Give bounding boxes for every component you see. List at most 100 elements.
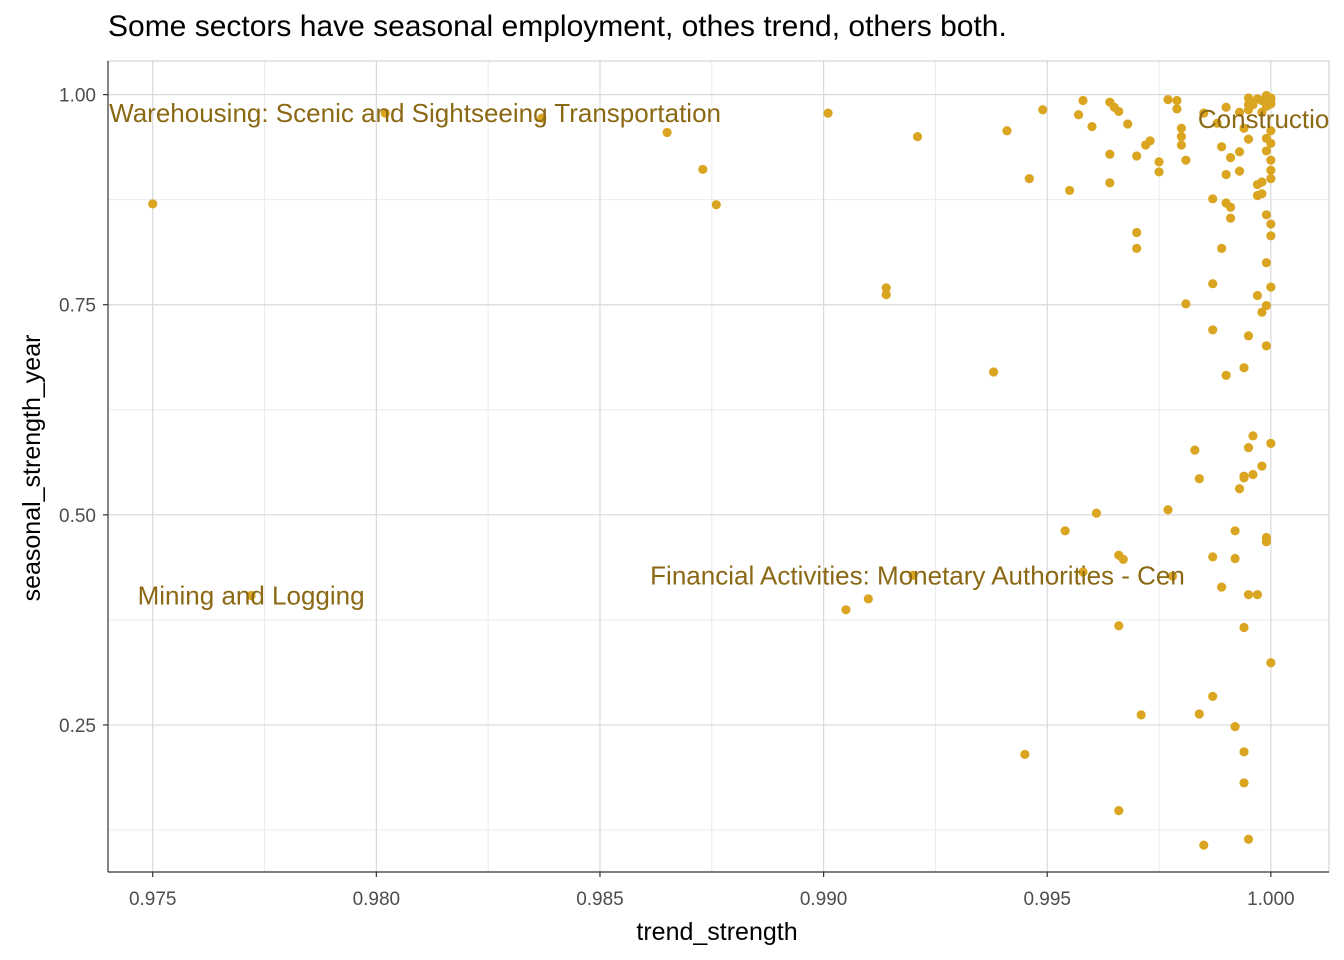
scatter-point [1239,622,1249,633]
scatter-point [1217,243,1227,254]
data-points [148,90,1276,850]
scatter-point [1190,445,1200,455]
scatter-point [1266,219,1276,229]
x-tick-label: 1.000 [1247,889,1295,910]
scatter-point [1257,177,1267,187]
scatter-point [881,283,891,293]
scatter-point [1261,258,1271,268]
scatter-point [380,108,390,118]
scatter-point [1208,552,1218,562]
scatter-point [1114,106,1124,117]
scatter-point [1248,431,1258,441]
scatter-point [1181,155,1191,165]
scatter-point [1154,157,1164,167]
scatter-point [1091,508,1102,518]
scatter-point [1020,749,1030,759]
scatter-point [1239,471,1249,481]
scatter-point [1230,553,1240,564]
scatter-point [1217,142,1227,152]
scatter-point [1243,442,1254,453]
scatter-point [1243,331,1254,341]
scatter-point [1194,474,1204,484]
scatter-point [1176,123,1187,133]
scatter-point [1266,231,1276,241]
scatter-point [823,108,833,118]
scatter-point [1060,526,1070,536]
scatter-point [537,113,547,123]
point-annotation: Mining and Logging [138,581,365,611]
scatter-point [1024,174,1034,184]
scatter-point [1261,146,1271,156]
scatter-point [1221,102,1231,112]
panel-border [107,60,1330,873]
scatter-point [1136,710,1146,720]
scatter-point [1132,151,1142,161]
scatter-point [1261,210,1271,220]
scatter-point [1199,108,1209,118]
scatter-point [1257,461,1267,471]
gridlines [108,61,1329,872]
scatter-point [1176,132,1187,142]
scatter-point [1266,99,1276,109]
scatter-point [1248,469,1258,480]
scatter-point [1132,227,1142,238]
scatter-point [1239,778,1249,788]
scatter-point [1208,691,1218,701]
x-tick-label: 0.980 [353,889,401,910]
scatter-point [1266,126,1276,136]
y-tick-label: 0.75 [59,296,96,317]
scatter-point [1226,202,1236,212]
y-tick-label: 1.00 [59,86,96,107]
scatter-point [1087,121,1097,132]
scatter-point [1163,505,1173,515]
scatter-point [662,127,672,138]
scatter-point [148,199,158,209]
scatter-point [1208,279,1218,289]
scatter-point [1257,307,1267,317]
scatter-point [1199,840,1209,850]
scatter-point [881,290,891,300]
scatter-point [863,594,873,604]
scatter-point [1118,554,1128,564]
scatter-point [1252,290,1263,301]
scatter-point [1261,341,1271,351]
scatter-point [1172,95,1182,106]
scatter-point [1105,149,1115,159]
scatter-point [1266,282,1276,292]
scatter-point [1243,834,1254,844]
scatter-point [1038,105,1048,115]
scatter-point [988,367,999,377]
scatter-point [1266,138,1276,148]
scatter-point [1239,123,1249,133]
scatter-point [1257,189,1267,199]
scatter-point [1266,174,1276,184]
scatter-point [1105,178,1115,188]
x-tick-label: 0.985 [576,889,624,910]
scatter-point [1266,438,1276,448]
scatter-point [841,605,851,615]
point-annotation: Construction [1198,104,1344,134]
scatter-point [1163,95,1173,105]
scatter-point [1114,621,1124,631]
scatter-point [1221,169,1231,180]
point-annotation: Financial Activities: Monetary Authoriti… [650,560,1185,590]
scatter-point [1002,126,1012,136]
scatter-point [1243,590,1254,600]
scatter-point [1064,185,1075,196]
annotations: and Warehousing: Scenic and Sightseeing … [108,98,1344,611]
scatter-point [1266,155,1276,165]
scatter-point [711,200,721,210]
scatter-point [1154,167,1164,177]
scatter-point [1078,95,1088,106]
x-tick-label: 0.990 [800,889,848,910]
scatter-point [1230,526,1240,536]
scatter-point [1176,140,1187,150]
scatter-point [1252,590,1263,600]
scatter-point [1266,165,1276,175]
scatter-point [1208,194,1218,204]
scatter-point [1078,567,1088,577]
scatter-point [1208,325,1218,335]
scatter-point [1239,747,1249,757]
scatter-point [912,132,923,142]
scatter-point [1114,806,1124,816]
